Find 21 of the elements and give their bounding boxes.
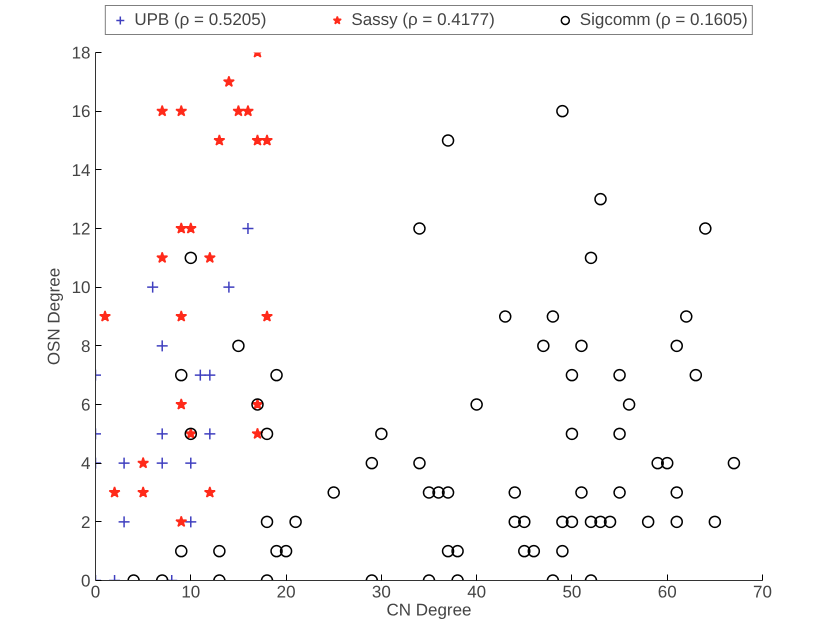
y-tick-label: 10 (72, 278, 91, 298)
x-axis-title: CN Degree (386, 600, 472, 620)
y-axis-title: OSN Degree (44, 268, 64, 366)
x-tick-label: 10 (181, 582, 200, 602)
y-tick-label: 12 (72, 220, 91, 238)
y-tick-label: 18 (72, 44, 91, 62)
legend-label: Sigcomm (ρ = 0.1605) (580, 10, 748, 30)
y-tick-label: 6 (81, 396, 91, 414)
y-tick-label: 14 (72, 160, 91, 180)
x-tick-label: 20 (276, 582, 296, 602)
y-tick-label: 8 (81, 336, 91, 356)
x-tick-label: 40 (467, 582, 486, 602)
y-tick-label: 4 (81, 454, 91, 474)
legend-label: Sassy (ρ = 0.4177) (351, 10, 495, 30)
x-tick-label: 30 (372, 582, 391, 602)
legend-label: UPB (ρ = 0.5205) (134, 10, 266, 30)
y-tick-label: 2 (81, 512, 91, 532)
x-tick-label: 60 (658, 582, 677, 602)
y-tick-label: 16 (72, 102, 91, 122)
x-tick-label: 50 (562, 582, 582, 602)
x-tick-label: 70 (753, 582, 772, 602)
